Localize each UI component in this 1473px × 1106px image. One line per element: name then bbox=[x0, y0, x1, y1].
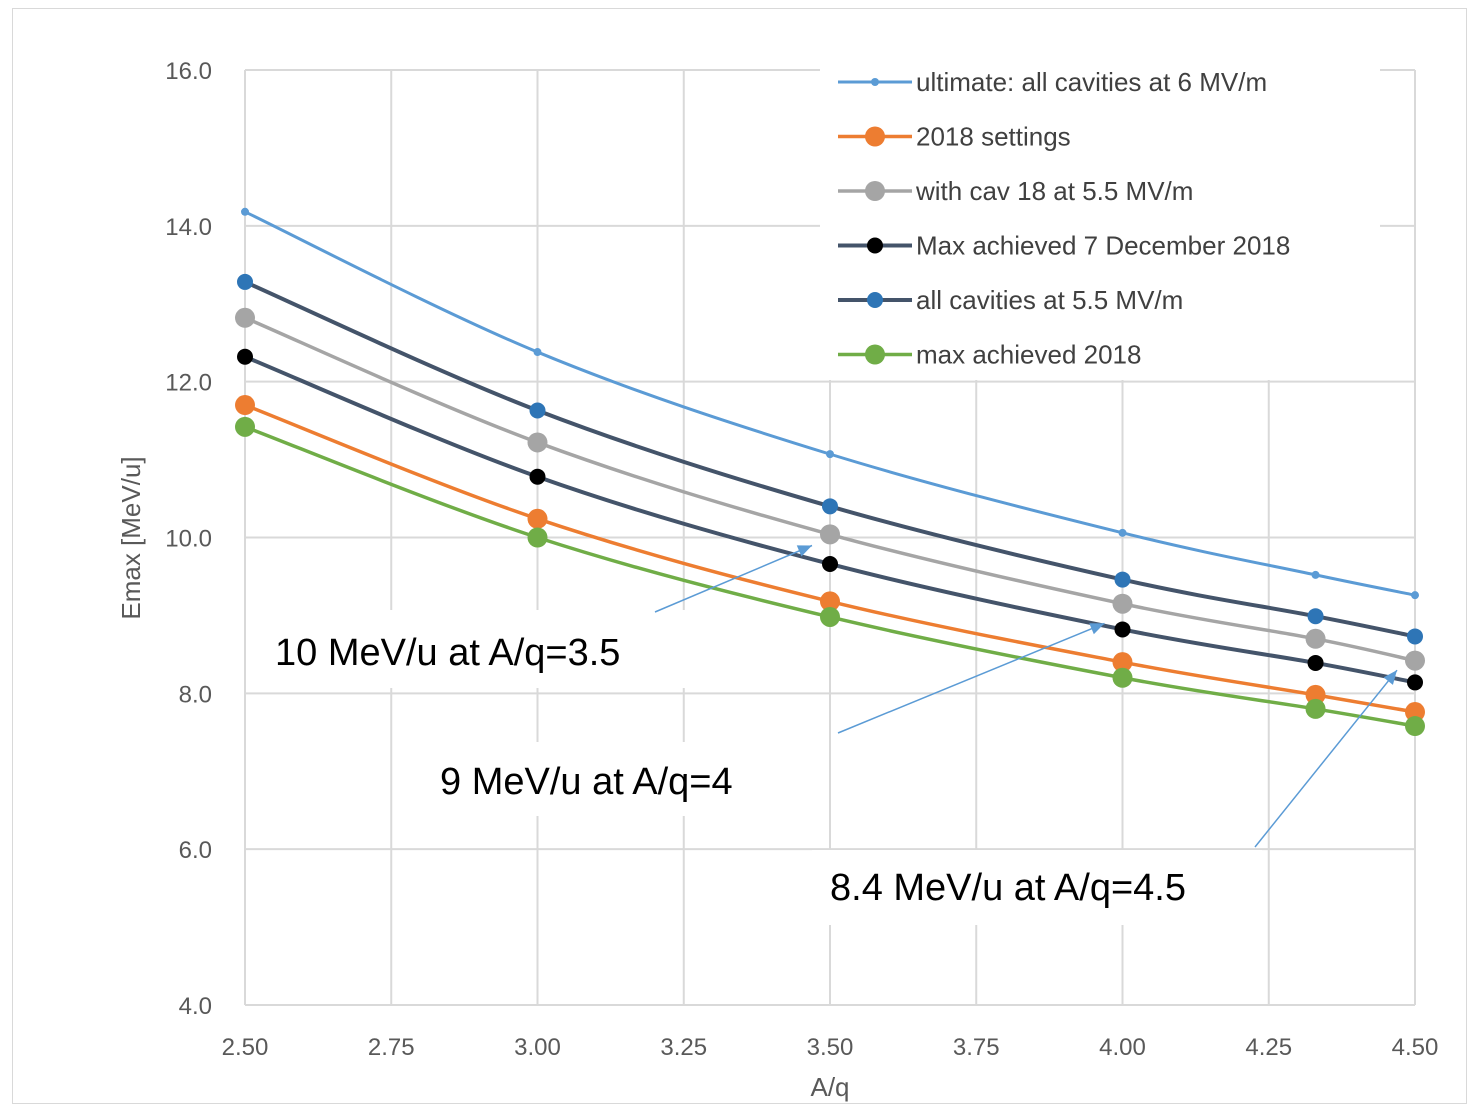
legend-background bbox=[820, 55, 1380, 380]
data-point bbox=[1407, 674, 1423, 691]
x-tick-label: 2.75 bbox=[368, 1034, 415, 1061]
series-4 bbox=[237, 273, 1423, 645]
annotation-label: 8.4 MeV/u at A/q=4.5 bbox=[830, 867, 1186, 909]
x-tick-label: 2.50 bbox=[222, 1034, 269, 1061]
annotation-box bbox=[262, 610, 702, 688]
x-tick-label: 3.25 bbox=[660, 1034, 707, 1061]
series-line bbox=[244, 210, 1416, 597]
annotation-arrow bbox=[837, 622, 1105, 734]
data-point bbox=[1305, 628, 1326, 649]
data-point bbox=[1112, 593, 1133, 614]
annotation-arrow bbox=[654, 544, 813, 613]
annotation-layer: 10 MeV/u at A/q=3.5 9 MeV/u at A/q=4 8.4 M… bbox=[262, 544, 1398, 925]
annotation-box bbox=[812, 850, 1262, 925]
legend-label: Max achieved 7 December 2018 bbox=[916, 231, 1290, 261]
series-5 bbox=[235, 416, 1425, 737]
data-point bbox=[822, 498, 838, 515]
y-tick-label: 4.0 bbox=[179, 993, 212, 1020]
x-tick-label: 3.75 bbox=[953, 1034, 1000, 1061]
data-point bbox=[1407, 628, 1423, 645]
data-point bbox=[529, 402, 546, 419]
series-3 bbox=[237, 348, 1423, 691]
x-tick-label: 4.50 bbox=[1392, 1034, 1439, 1061]
y-tick-label: 8.0 bbox=[179, 681, 212, 708]
data-point bbox=[1305, 698, 1326, 719]
data-point bbox=[1405, 716, 1425, 737]
data-point bbox=[527, 432, 548, 453]
annotation-label: 10 MeV/u at A/q=3.5 bbox=[275, 632, 620, 674]
data-point bbox=[1305, 684, 1326, 705]
y-tick-label: 16.0 bbox=[165, 58, 212, 85]
legend-swatch-marker bbox=[865, 181, 885, 201]
series-1 bbox=[235, 395, 1425, 723]
legend-swatch-marker bbox=[867, 292, 883, 308]
data-point bbox=[529, 468, 546, 485]
series-2 bbox=[235, 307, 1425, 671]
x-tick-label: 3.50 bbox=[807, 1034, 854, 1061]
data-point bbox=[1405, 702, 1425, 723]
data-point bbox=[1118, 528, 1127, 537]
data-point bbox=[826, 450, 834, 459]
y-tick-label: 6.0 bbox=[179, 837, 212, 864]
data-point bbox=[820, 591, 840, 612]
data-point bbox=[235, 395, 255, 416]
data-point bbox=[1114, 621, 1131, 638]
annotation-box bbox=[425, 742, 805, 816]
axes: 2.50 2.75 3.00 3.25 3.50 3.75 4.00 4.25 4.50 4.0 6… bbox=[165, 58, 1438, 1061]
data-point bbox=[237, 348, 253, 365]
legend-label: with cav 18 at 5.5 MV/m bbox=[915, 176, 1193, 206]
x-tick-label: 3.00 bbox=[514, 1034, 561, 1061]
data-point bbox=[241, 207, 249, 216]
legend: ultimate: all cavities at 6 MV/m 2018 set… bbox=[820, 55, 1380, 380]
data-point bbox=[820, 524, 840, 545]
data-point bbox=[820, 606, 840, 627]
legend-swatch-marker bbox=[867, 237, 883, 254]
data-point bbox=[235, 416, 255, 437]
legend-swatch-marker bbox=[871, 78, 879, 86]
legend-label: 2018 settings bbox=[916, 122, 1071, 152]
annotation-arrowhead bbox=[1089, 623, 1105, 635]
data-point bbox=[235, 307, 255, 328]
data-point bbox=[1311, 570, 1320, 579]
x-tick-label: 4.00 bbox=[1099, 1034, 1146, 1061]
data-point bbox=[1307, 654, 1324, 671]
x-axis-title: A/q bbox=[810, 1072, 849, 1102]
legend-label: max achieved 2018 bbox=[916, 340, 1141, 370]
data-point bbox=[527, 527, 548, 548]
data-point bbox=[1411, 591, 1419, 600]
data-point bbox=[237, 273, 253, 290]
y-tick-label: 10.0 bbox=[165, 526, 212, 553]
legend-label: all cavities at 5.5 MV/m bbox=[916, 285, 1183, 315]
data-point bbox=[1405, 650, 1425, 671]
y-axis-title: Emax [MeV/u] bbox=[116, 456, 146, 619]
series-line bbox=[244, 354, 1416, 685]
legend-swatch-marker bbox=[865, 344, 885, 365]
series-layer bbox=[235, 207, 1425, 737]
series-0 bbox=[241, 207, 1419, 600]
x-tick-label: 4.25 bbox=[1245, 1034, 1292, 1061]
data-point bbox=[1307, 608, 1324, 625]
annotation-arrow bbox=[1254, 669, 1398, 848]
legend-swatch-marker bbox=[865, 126, 885, 147]
series-line bbox=[244, 280, 1416, 639]
data-point bbox=[1112, 652, 1133, 673]
data-point bbox=[527, 508, 548, 529]
data-point bbox=[1114, 571, 1131, 588]
data-point bbox=[1112, 667, 1133, 688]
data-point bbox=[533, 348, 542, 357]
series-line bbox=[244, 316, 1416, 663]
legend-label: ultimate: all cavities at 6 MV/m bbox=[916, 67, 1267, 97]
annotation-arrowhead bbox=[1383, 670, 1397, 685]
data-point bbox=[822, 555, 838, 572]
annotation-arrowhead bbox=[796, 545, 812, 557]
y-tick-label: 12.0 bbox=[165, 370, 212, 397]
y-tick-label: 14.0 bbox=[165, 214, 212, 241]
annotation-label: 9 MeV/u at A/q=4 bbox=[440, 761, 733, 803]
